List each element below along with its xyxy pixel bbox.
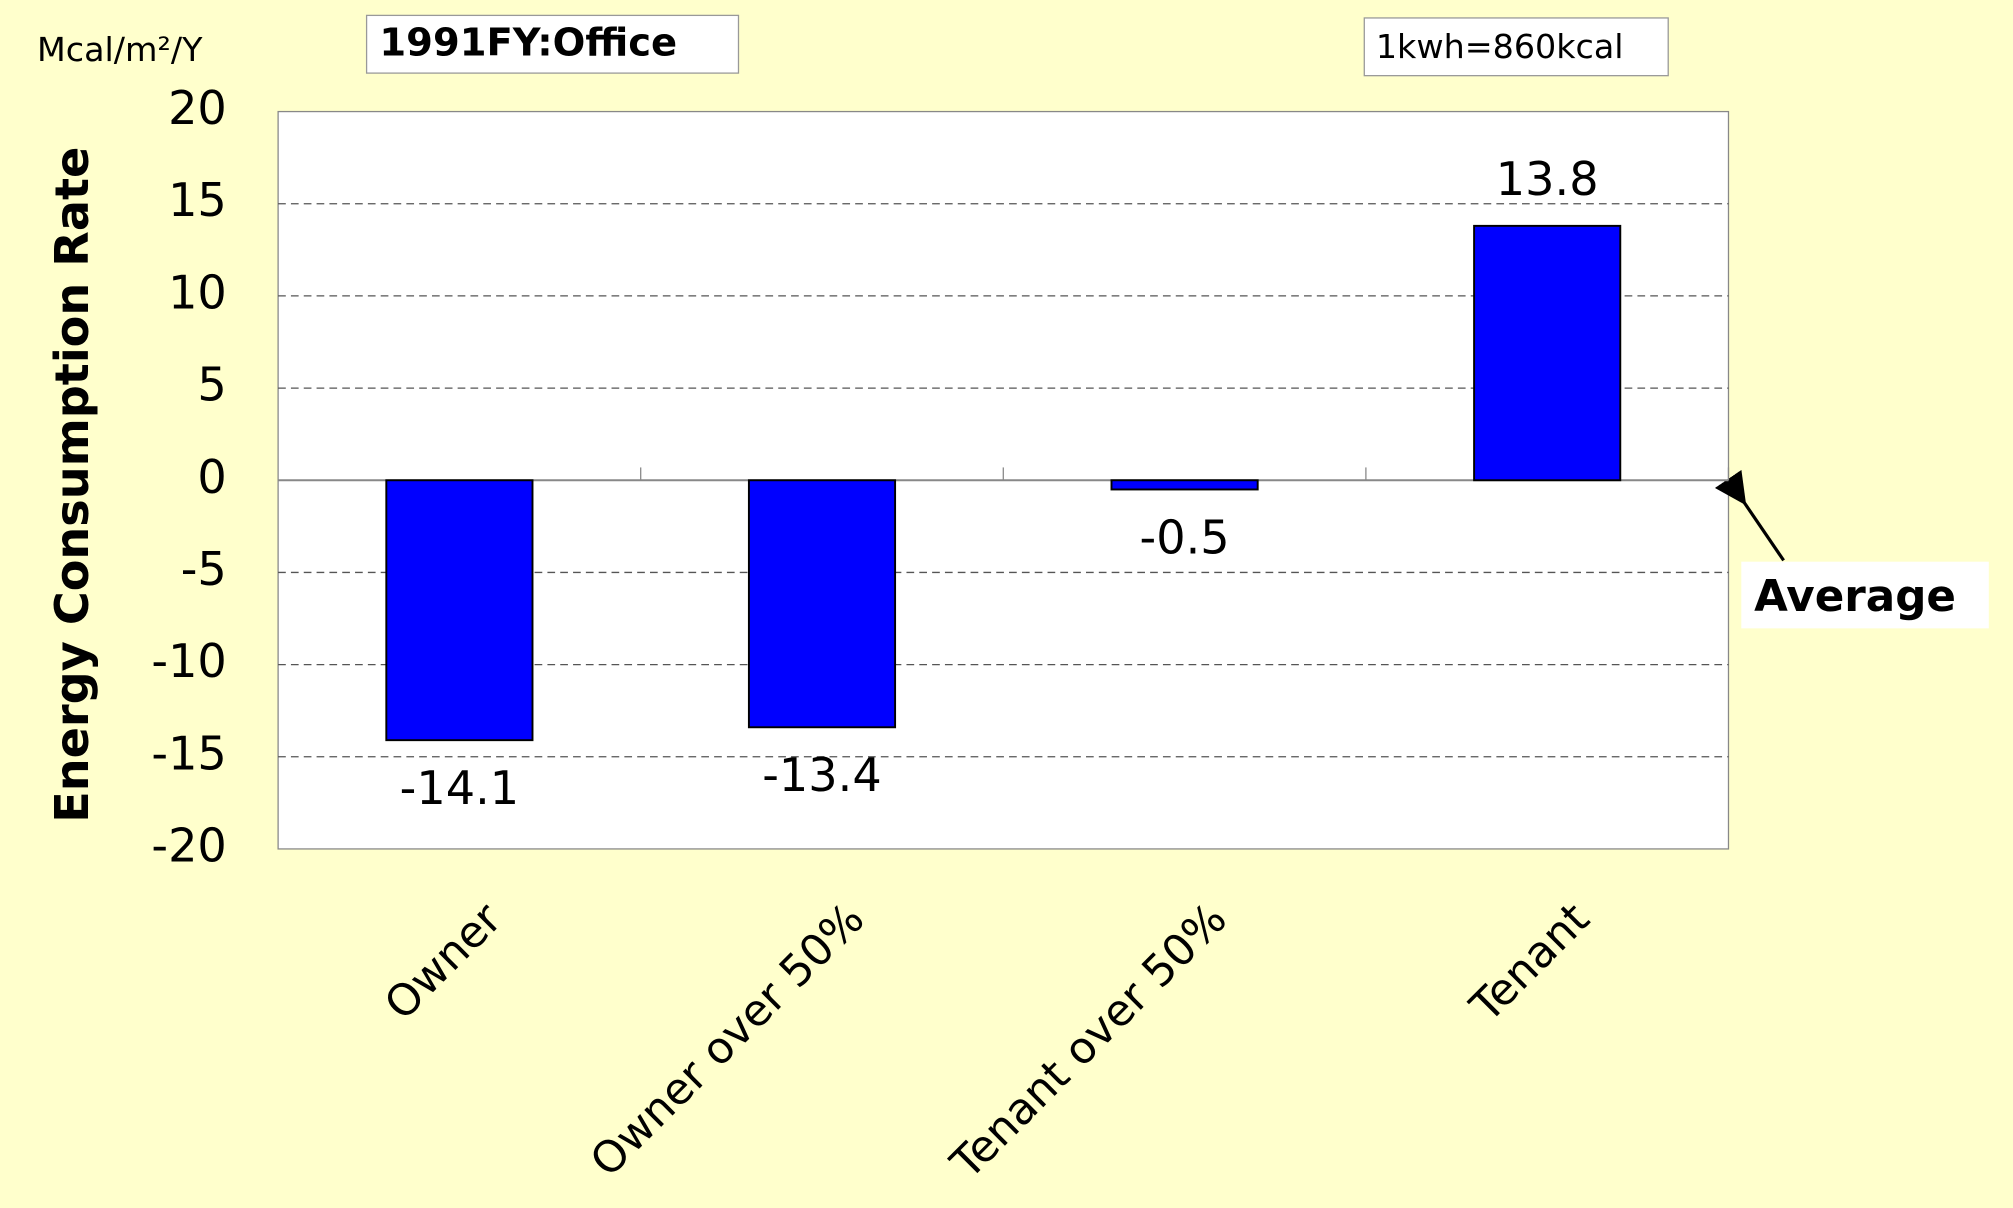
annotation: Average [1754,572,1956,622]
annotation-box [365,14,740,74]
bar [1473,224,1622,482]
y-tick-label: 20 [168,81,227,135]
bar [747,479,897,729]
arrow [1714,469,1785,562]
annotation: 1kwh=860kcal [1376,27,1624,66]
value-label: -13.4 [762,748,881,802]
value-label: -0.5 [1140,510,1230,564]
bar [385,479,534,742]
value-label: 13.8 [1496,152,1599,206]
y-tick-label: 0 [197,450,226,504]
unit-label: Mcal/m²/Y [37,30,203,69]
y-tick-label: -20 [151,818,226,872]
y-tick-label: 5 [197,358,226,412]
annotation-box [1741,561,1989,629]
y-tick-label: -10 [151,634,226,688]
annotation-box [1363,17,1669,77]
value-label: -14.1 [400,761,519,815]
y-tick-label: 15 [168,173,227,227]
y-tick-label: -5 [181,542,227,596]
y-axis-label: Energy Consumption Rate [45,147,99,823]
annotation: 1991FY:Office [379,20,677,65]
y-tick-label: -15 [151,726,226,780]
bar [1110,479,1259,491]
y-tick-label: 10 [168,265,227,319]
